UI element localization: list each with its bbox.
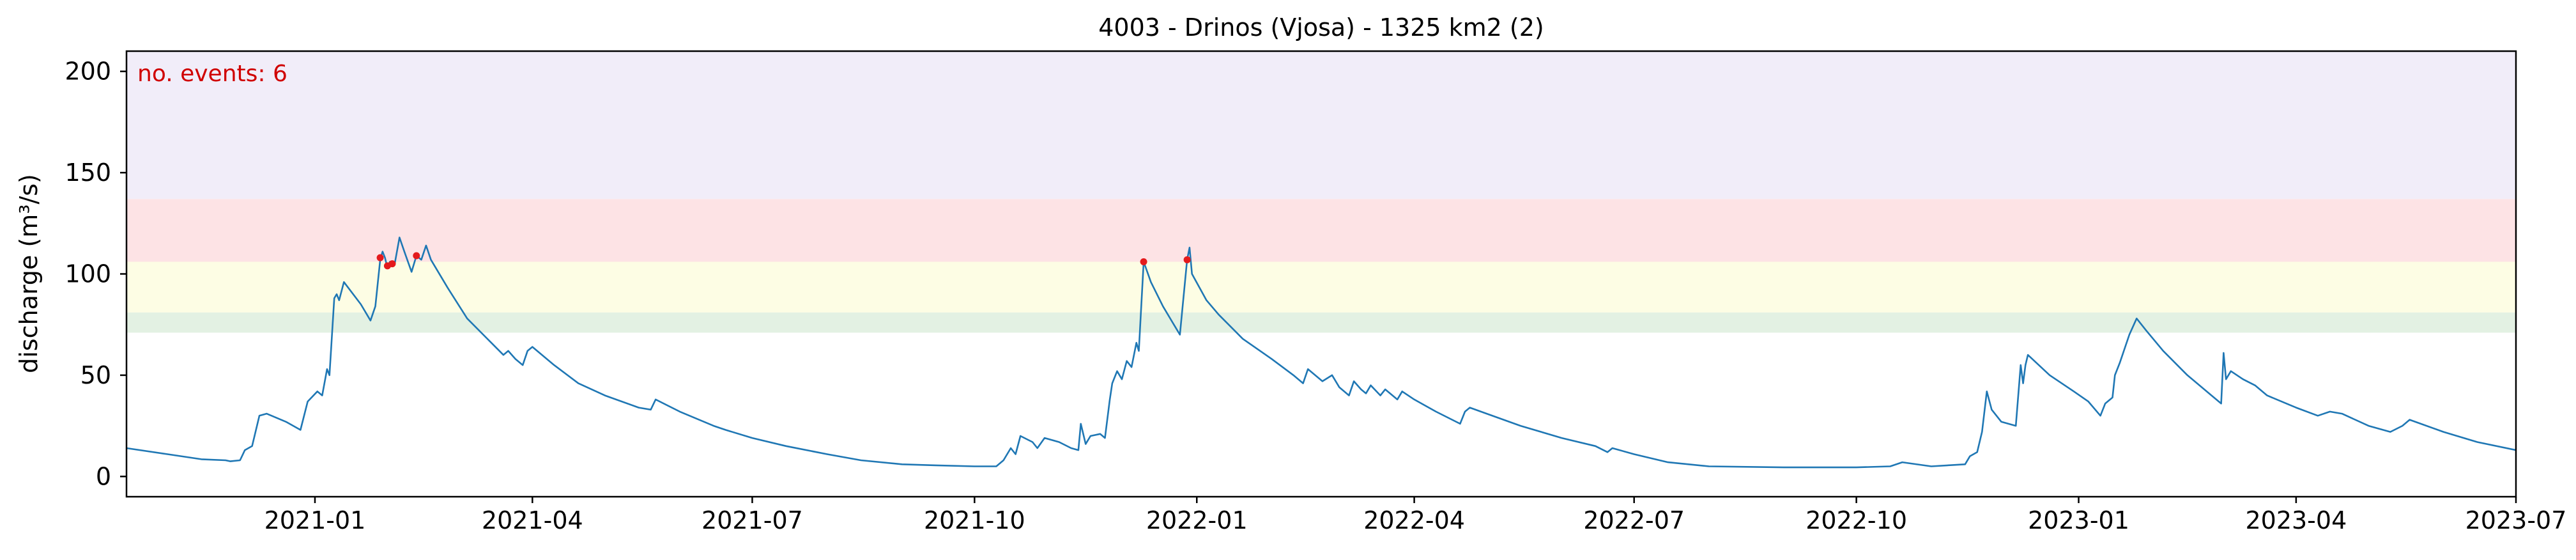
- x-axis: 2021-01 2021-04 2021-07 2021-10 2022-01 2022-…: [264, 497, 2567, 534]
- x-tick-label-9: 2023-04: [2245, 506, 2347, 534]
- threshold-band-2: [126, 199, 2516, 262]
- event-marker-3: [413, 252, 420, 260]
- x-tick-label-0: 2021-01: [264, 506, 366, 534]
- event-marker-2: [388, 260, 396, 268]
- x-tick-label-7: 2022-10: [1805, 506, 1907, 534]
- x-tick-label-3: 2021-10: [924, 506, 1025, 534]
- threshold-band-0: [126, 312, 2516, 333]
- x-tick-label-4: 2022-01: [1146, 506, 1248, 534]
- event-marker-0: [376, 254, 384, 261]
- chart-title: 4003 - Drinos (Vjosa) - 1325 km2 (2): [1098, 13, 1544, 42]
- y-tick-label-3: 150: [65, 159, 111, 187]
- threshold-band-1: [126, 261, 2516, 313]
- y-tick-label-0: 0: [96, 462, 111, 490]
- series-layer: [126, 237, 2517, 469]
- discharge-series-line-0: [126, 237, 2517, 469]
- y-axis-label: discharge (m³/s): [15, 174, 43, 373]
- event-markers: [376, 252, 1191, 270]
- y-axis: 0 50 100 150 200: [65, 58, 126, 490]
- event-marker-5: [1183, 256, 1191, 263]
- threshold-bands: [126, 51, 2516, 333]
- y-tick-label-4: 200: [65, 58, 111, 86]
- event-marker-4: [1140, 258, 1147, 265]
- x-tick-label-5: 2022-04: [1363, 506, 1465, 534]
- y-tick-label-1: 50: [80, 361, 111, 389]
- y-tick-label-2: 100: [65, 260, 111, 288]
- x-tick-label-8: 2023-01: [2028, 506, 2129, 534]
- x-tick-label-2: 2021-07: [702, 506, 803, 534]
- x-tick-label-6: 2022-07: [1583, 506, 1685, 534]
- event-count-annotation: no. events: 6: [137, 61, 288, 87]
- threshold-band-3: [126, 51, 2516, 199]
- x-tick-label-10: 2023-07: [2465, 506, 2567, 534]
- x-tick-label-1: 2021-04: [482, 506, 583, 534]
